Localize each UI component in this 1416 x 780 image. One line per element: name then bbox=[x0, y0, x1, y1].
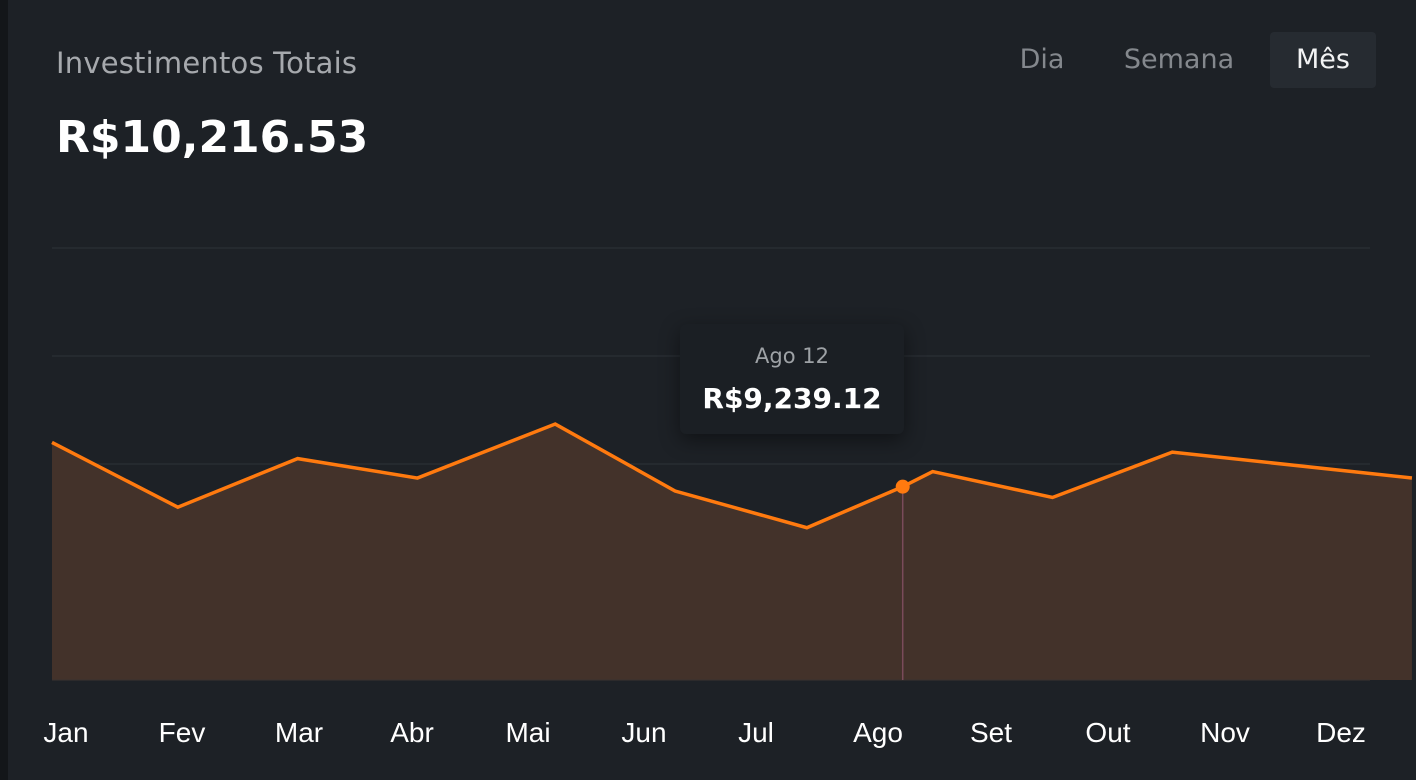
x-tick-label: Jan bbox=[43, 717, 88, 748]
x-tick-label: Abr bbox=[390, 717, 434, 748]
card-title: Investimentos Totais bbox=[56, 46, 358, 80]
series-line bbox=[51, 422, 1413, 530]
chart-tooltip: Ago 12 R$9,239.12 bbox=[680, 324, 904, 434]
x-tick-label: Ago bbox=[853, 717, 903, 748]
x-tick-label: Nov bbox=[1200, 717, 1250, 748]
x-tick-label: Out bbox=[1085, 717, 1130, 748]
tab-month[interactable]: Mês bbox=[1270, 32, 1376, 88]
x-tick-label: Mai bbox=[505, 717, 550, 748]
x-tick-label: Mar bbox=[275, 717, 323, 748]
total-value: R$10,216.53 bbox=[56, 112, 369, 163]
x-tick-label: Dez bbox=[1316, 717, 1366, 748]
x-tick-label: Jul bbox=[738, 717, 774, 748]
tooltip-value: R$9,239.12 bbox=[702, 382, 882, 415]
highlight-point bbox=[895, 479, 910, 494]
x-tick-label: Set bbox=[970, 717, 1012, 748]
tab-day[interactable]: Dia bbox=[1019, 44, 1065, 75]
tooltip-date: Ago 12 bbox=[755, 344, 829, 368]
tab-week[interactable]: Semana bbox=[1123, 44, 1235, 75]
area-fill bbox=[52, 424, 1412, 680]
x-tick-label: Jun bbox=[621, 717, 666, 748]
x-tick-label: Fev bbox=[159, 717, 206, 748]
